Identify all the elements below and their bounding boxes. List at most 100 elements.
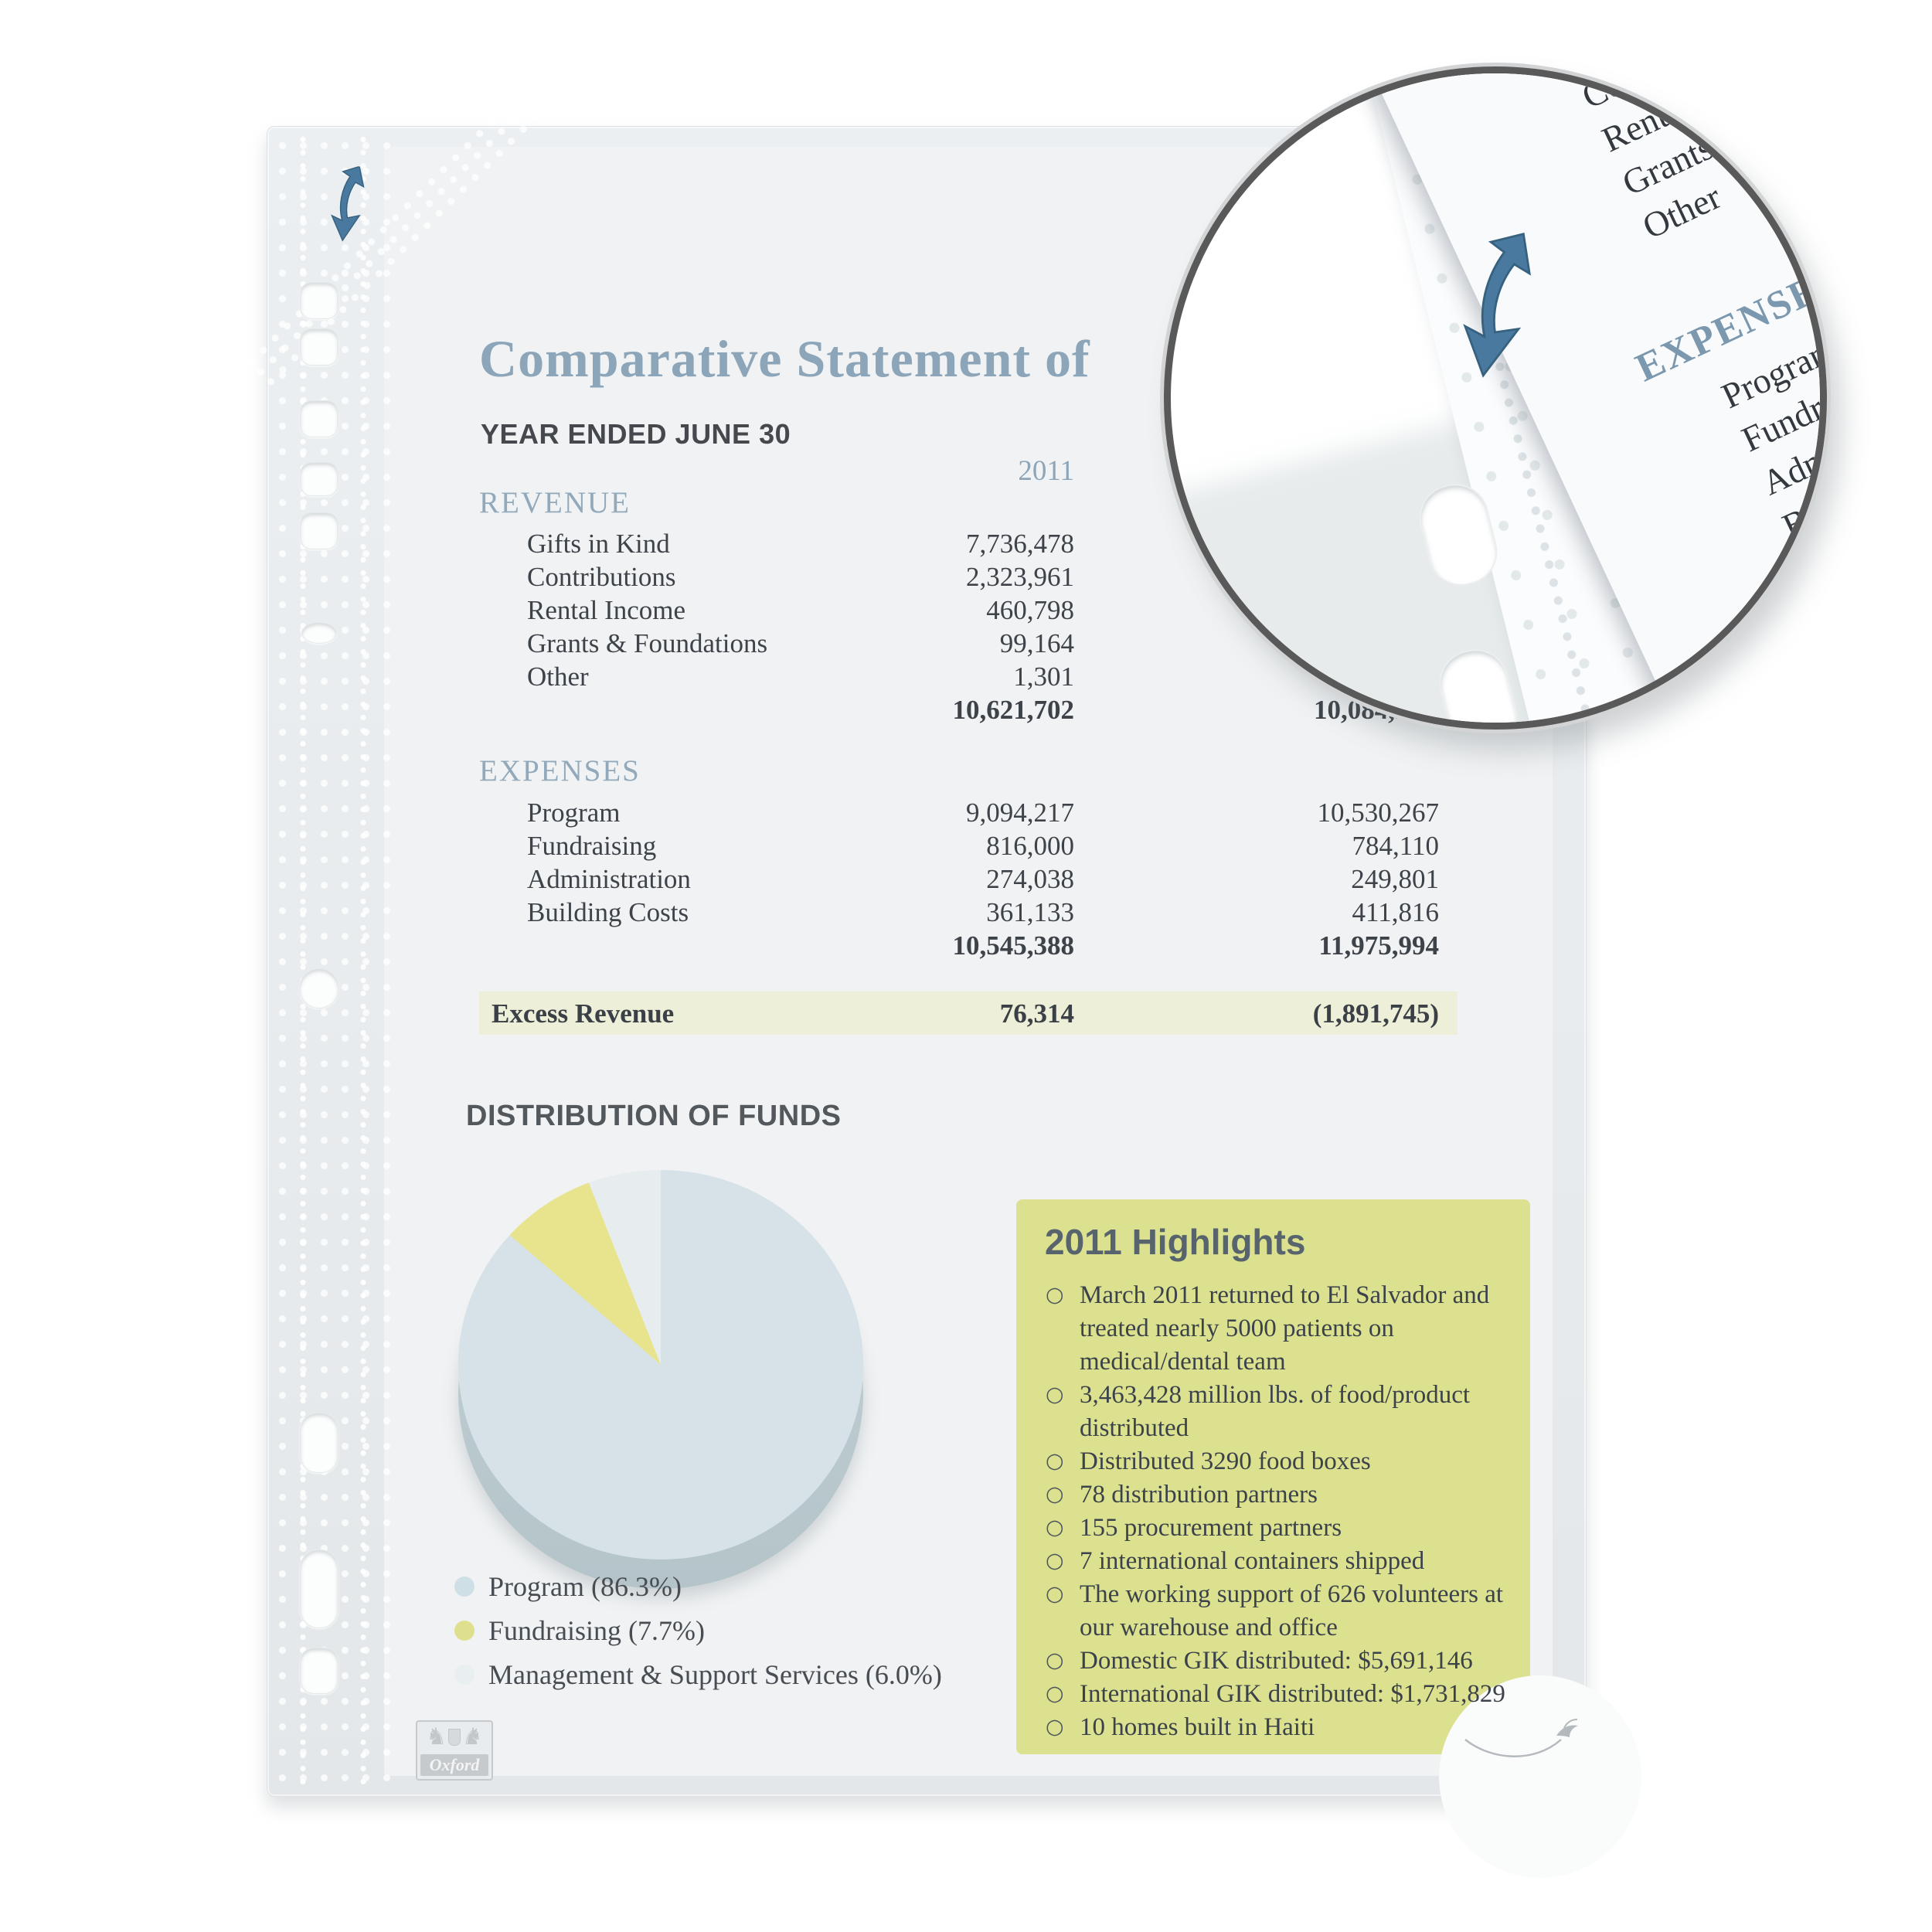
highlight-item: ○ 155 procurement partners [1046,1512,1509,1545]
statement-period: YEAR ENDED JUNE 30 [481,418,791,450]
logo-crest: ♞ ♞ [417,1722,492,1753]
distribution-header: DISTRIBUTION OF FUNDS [466,1100,842,1132]
statement-title: Comparative Statement of [479,329,1090,388]
bullet-ring-icon: ○ [1046,1582,1064,1606]
legend-item: Fundraising (7.7%) [454,1614,995,1648]
row-amount-2011: 274,038 [986,864,1074,894]
row-amount-2011: 1,301 [1013,662,1074,692]
expenses-total-2010: 11,975,994 [1318,930,1439,961]
row-label: Other [527,662,589,692]
highlights-box [1016,1199,1530,1754]
bullet-ring-icon: ○ [1046,1715,1064,1739]
bullet-ring-icon: ○ [1046,1383,1064,1406]
row-amount-2011: 816,000 [986,831,1074,861]
bullet-ring-icon: ○ [1046,1515,1064,1539]
bullet-ring-icon: ○ [1046,1482,1064,1506]
revenue-total-2011: 10,621,702 [952,695,1075,725]
punch-hole [300,1549,338,1628]
row-amount-2010: 784,110 [1352,831,1439,861]
punch-hole [300,512,338,549]
logo-lion-icon: ♞ [462,1723,483,1750]
pie-chart [458,1170,863,1594]
expense-row: Building Costs 361,133 411,816 [479,897,1458,931]
dove-sketch-icon [1464,1719,1578,1757]
punch-hole [300,400,338,437]
highlights-corner-notch [1439,1675,1641,1878]
logo-banner: Oxford [420,1754,488,1776]
highlight-item: ○ 78 distribution partners [1046,1478,1509,1512]
revenue-row: Rental Income 460,798 [479,595,1458,629]
legend-label: Fundraising (7.7%) [488,1615,705,1646]
excess-amount-2011: 76,314 [999,998,1074,1029]
bullet-ring-icon: ○ [1046,1682,1064,1706]
row-label: Gifts in Kind [527,529,670,559]
legend-item: Management & Support Services (6.0%) [454,1658,995,1692]
legend-dot [454,1577,474,1597]
legend-item: Program (86.3%) [454,1570,995,1604]
highlight-item: ○ International GIK distributed: $1,731,8… [1046,1678,1509,1711]
row-amount-2011: 9,094,217 [966,798,1074,828]
revenue-row: Other 1,301 [479,662,1458,696]
excess-amount-2010: (1,891,745) [1312,998,1439,1029]
punch-hole [300,1413,338,1473]
lens-arrow-icon [1463,232,1531,378]
row-amount-2010: 10,530,267 [1317,798,1440,828]
row-label: Building Costs [527,897,689,927]
row-amount-2011: 361,133 [986,897,1074,927]
expenses-total-row: 10,545,388 11,975,994 [479,930,1458,964]
open-corner-arrow-icon [331,165,365,242]
row-label: Rental Income [527,595,686,625]
row-label: Administration [527,864,691,894]
magnifier-lens: REVENUE Gifts in Kind Contributions Rent… [1164,66,1827,730]
row-label: Contributions [527,562,676,592]
revenue-header: REVENUE [479,486,631,519]
year-column-header: 2011 [1018,455,1074,487]
expense-row: Administration 274,038 249,801 [479,864,1458,898]
row-amount-2011: 99,164 [999,628,1074,658]
row-amount-2010: 249,801 [1351,864,1439,894]
punch-hole [300,1648,338,1694]
highlight-item: ○ 3,463,428 million lbs. of food/product … [1046,1379,1509,1445]
highlight-item: ○ March 2011 returned to El Salvador and … [1046,1279,1509,1379]
bullet-ring-icon: ○ [1046,1549,1064,1573]
logo-lion-icon: ♞ [426,1723,447,1750]
revenue-row: Contributions 2,323,961 [479,562,1458,596]
bullet-ring-icon: ○ [1046,1648,1064,1672]
highlight-item: ○ The working support of 626 volunteers a… [1046,1578,1509,1645]
row-amount-2011: 2,323,961 [966,562,1074,592]
revenue-row: Gifts in Kind 7,736,478 [479,529,1458,563]
excess-label: Excess Revenue [492,998,675,1029]
punch-hole [300,462,338,496]
expense-row: Program 9,094,217 10,530,267 [479,798,1458,832]
row-amount-2010: 411,816 [1352,897,1439,927]
punch-hole [299,968,339,1009]
punch-hole [301,622,337,644]
expense-row: Fundraising 816,000 784,110 [479,831,1458,865]
legend-label: Program (86.3%) [488,1571,682,1602]
highlights-list: ○ March 2011 returned to El Salvador and … [1046,1279,1509,1744]
punch-hole [300,282,338,319]
legend-label: Management & Support Services (6.0%) [488,1659,942,1690]
revenue-total-row: 10,621,702 [479,695,1458,729]
row-label: Fundraising [527,831,657,861]
row-label: Grants & Foundations [527,628,768,658]
revenue-row: Grants & Foundations 99,164 [479,628,1458,662]
strip-weld-dots [359,133,368,1790]
excess-revenue-row: Excess Revenue 76,314 (1,891,745) [479,992,1458,1035]
pie-top [458,1170,863,1560]
highlight-item: ○ Distributed 3290 food boxes [1046,1445,1509,1478]
lens-item: Gifts in Kind [1556,66,1743,73]
punch-hole [300,328,338,366]
highlight-item: ○ 10 homes built in Haiti [1046,1711,1509,1744]
strip-weld-dots [298,133,308,1790]
highlight-item: ○ Domestic GIK distributed: $5,691,146 [1046,1645,1509,1678]
filing-strip [272,133,394,1790]
legend-dot [454,1665,474,1685]
logo-shield-icon [448,1729,461,1746]
bullet-ring-icon: ○ [1046,1283,1064,1307]
row-amount-2011: 460,798 [986,595,1074,625]
row-label: Program [527,798,621,828]
highlight-item: ○ 7 international containers shipped [1046,1545,1509,1578]
legend-dot [454,1621,474,1641]
